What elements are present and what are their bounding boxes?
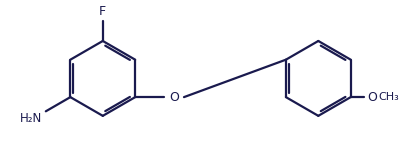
Text: CH₃: CH₃ <box>378 92 399 102</box>
Text: O: O <box>368 91 377 104</box>
Text: F: F <box>99 5 107 18</box>
Text: O: O <box>169 91 179 104</box>
Text: H₂N: H₂N <box>20 112 43 125</box>
